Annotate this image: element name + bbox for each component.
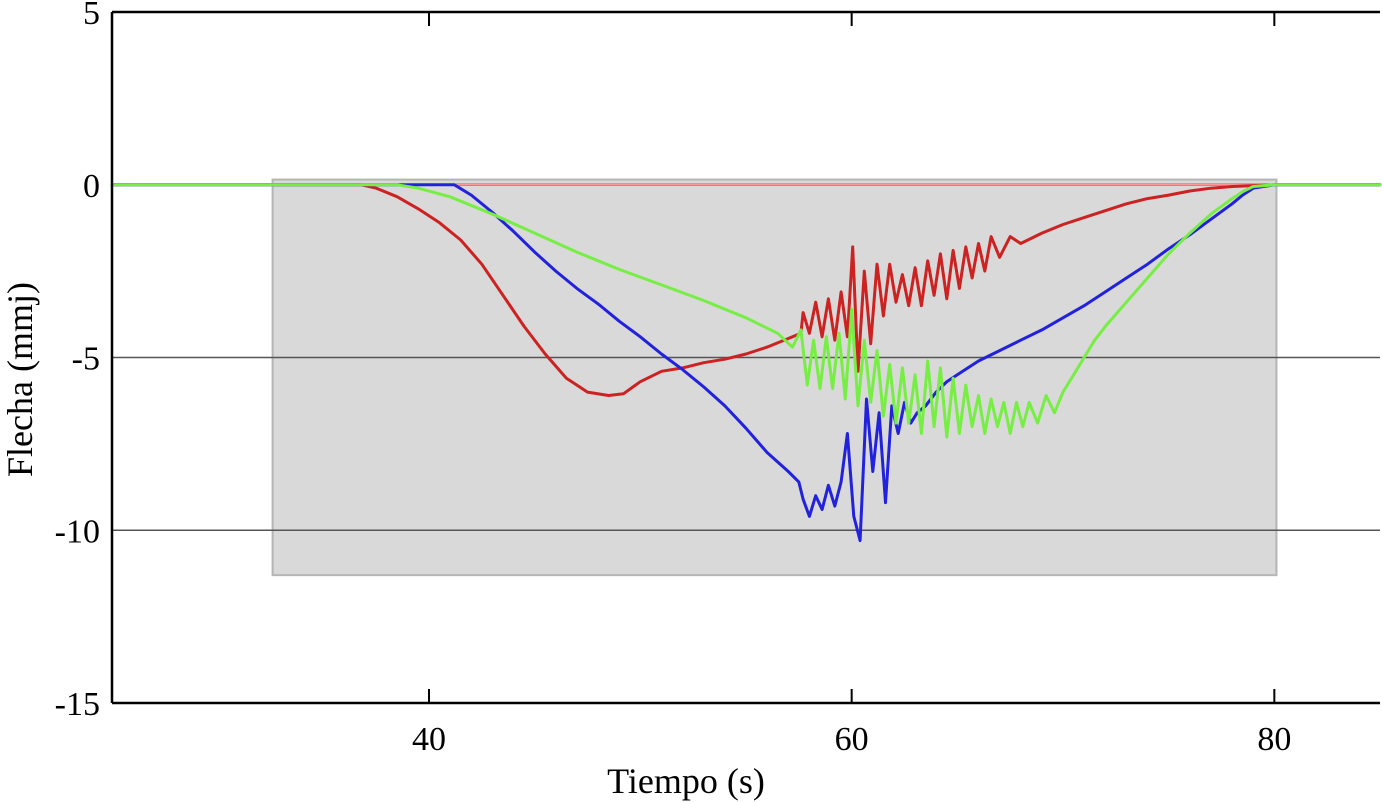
y-tick-label: 5 — [83, 0, 100, 32]
y-tick-label: 0 — [83, 168, 100, 205]
series-layer — [110, 183, 1382, 543]
x-axis-title: Tiempo (s) — [607, 761, 765, 801]
x-tick-label: 80 — [1257, 721, 1291, 758]
y-axis-title: Flecha (mmj) — [0, 282, 40, 477]
x-tick-label: 60 — [835, 721, 869, 758]
y-tick-label: -5 — [72, 341, 100, 378]
shaded-region — [271, 178, 1278, 577]
series-line-4 — [110, 183, 1382, 439]
tick-labels-layer: 40 60 80 5 0 -5 -10 -15 — [55, 0, 1292, 758]
x-tick-label: 40 — [412, 721, 446, 758]
shaded-region-layer — [271, 178, 1278, 577]
series-line-2 — [110, 183, 1382, 397]
y-tick-label: -15 — [55, 686, 100, 723]
plot-frame-layer — [110, 10, 1380, 705]
series-line-3 — [110, 183, 1382, 543]
y-tick-label: -10 — [55, 513, 100, 550]
